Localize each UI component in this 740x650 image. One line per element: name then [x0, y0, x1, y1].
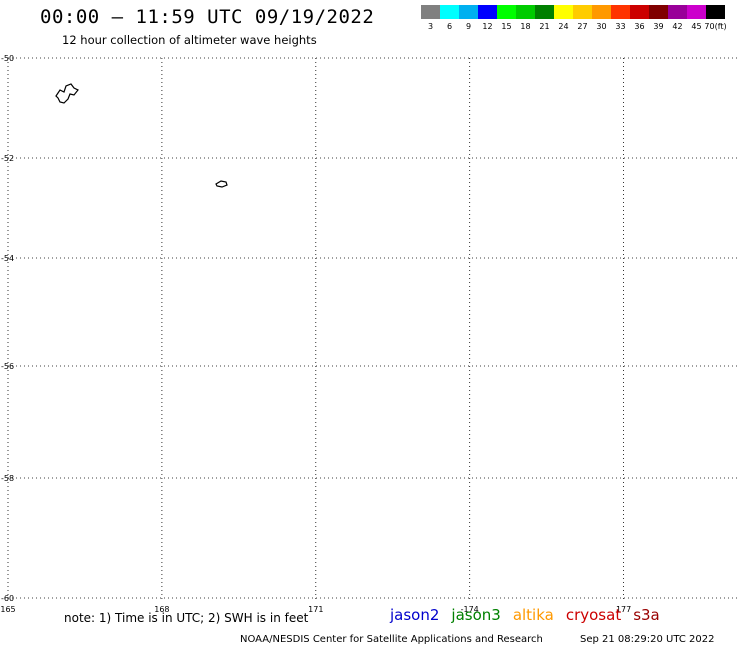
footer: NOAA/NESDIS Center for Satellite Applica…: [240, 634, 714, 645]
scale-label: 12: [482, 22, 493, 31]
scale-label: 21: [539, 22, 550, 31]
islands: [55, 83, 228, 188]
scale-bin-27: 27: [573, 5, 592, 31]
map-title: 00:00 – 11:59 UTC 09/19/2022: [40, 6, 375, 28]
scale-label: 24: [558, 22, 569, 31]
scale-bin-21: 21: [535, 5, 554, 31]
scale-bin-33: 33: [611, 5, 630, 31]
wave-height-color-scale: 3 6 9 12 15 18 21 24 27 30 33 36 39 42 45 70(ft): [421, 5, 727, 31]
scale-label: 3: [427, 22, 434, 31]
scale-swatch: [516, 5, 535, 19]
latitude-labels: -50 -52 -54 -56 -58 -60: [1, 54, 14, 603]
scale-swatch: [706, 5, 725, 19]
scale-swatch: [649, 5, 668, 19]
longitude-label: -174: [461, 605, 479, 614]
scale-label: 36: [634, 22, 645, 31]
scale-label: 45: [691, 22, 702, 31]
legend-jason2: jason2: [390, 606, 440, 624]
scale-bin-30: 30: [592, 5, 611, 31]
scale-swatch: [497, 5, 516, 19]
campbell-island: [215, 180, 228, 188]
scale-swatch: [421, 5, 440, 19]
scale-bin-18: 18: [516, 5, 535, 31]
scale-swatch: [554, 5, 573, 19]
scale-label: 70(ft): [704, 22, 727, 31]
latitude-label: -60: [1, 594, 14, 603]
scale-label: 27: [577, 22, 588, 31]
units-note: note: 1) Time is in UTC; 2) SWH is in fe…: [64, 611, 309, 625]
graticule: [7, 57, 738, 600]
latitude-label: -52: [1, 154, 14, 163]
scale-bin-24: 24: [554, 5, 573, 31]
scale-label: 18: [520, 22, 531, 31]
scale-swatch: [478, 5, 497, 19]
scale-bin-36: 36: [630, 5, 649, 31]
scale-bin-15: 15: [497, 5, 516, 31]
scale-bin-6: 6: [440, 5, 459, 31]
scale-swatch: [535, 5, 554, 19]
legend-altika: altika: [512, 606, 554, 624]
scale-label: 30: [596, 22, 607, 31]
scale-bin-9: 9: [459, 5, 478, 31]
scale-label: 39: [653, 22, 664, 31]
longitude-label: 168: [154, 605, 169, 614]
scale-swatch: [440, 5, 459, 19]
scale-bin-42: 42: [668, 5, 687, 31]
longitude-label: 165: [0, 605, 15, 614]
scale-label: 42: [672, 22, 683, 31]
scale-swatch: [630, 5, 649, 19]
scale-swatch: [668, 5, 687, 19]
auckland-island: [55, 83, 79, 104]
scale-swatch: [459, 5, 478, 19]
map-subtitle: 12 hour collection of altimeter wave hei…: [62, 33, 317, 47]
latitude-label: -56: [1, 362, 14, 371]
scale-swatch: [611, 5, 630, 19]
scale-label: 15: [501, 22, 512, 31]
legend-cryosat: cryosat: [565, 606, 622, 624]
scale-bin-12: 12: [478, 5, 497, 31]
timestamp-text: Sep 21 08:29:20 UTC 2022: [580, 634, 715, 645]
latitude-label: -58: [1, 474, 14, 483]
scale-label: 9: [465, 22, 472, 31]
legend-s3a: s3a: [633, 606, 660, 624]
scale-bin-70: 70(ft): [704, 5, 727, 31]
scale-bin-39: 39: [649, 5, 668, 31]
credit-text: NOAA/NESDIS Center for Satellite Applica…: [240, 634, 543, 645]
scale-swatch: [573, 5, 592, 19]
scale-bin-3: 3: [421, 5, 440, 31]
longitude-labels: 165 168 171 -174 177: [0, 605, 631, 614]
scale-label: 33: [615, 22, 626, 31]
satellite-legend: jason2 jason3 altika cryosat s3a: [390, 606, 672, 624]
scale-label: 6: [446, 22, 453, 31]
scale-bin-45: 45: [687, 5, 706, 31]
scale-swatch: [592, 5, 611, 19]
latitude-label: -50: [1, 54, 14, 63]
scale-swatch: [687, 5, 706, 19]
longitude-label: 171: [308, 605, 323, 614]
latitude-label: -54: [1, 254, 14, 263]
legend-jason3: jason3: [451, 606, 501, 624]
longitude-label: 177: [616, 605, 631, 614]
